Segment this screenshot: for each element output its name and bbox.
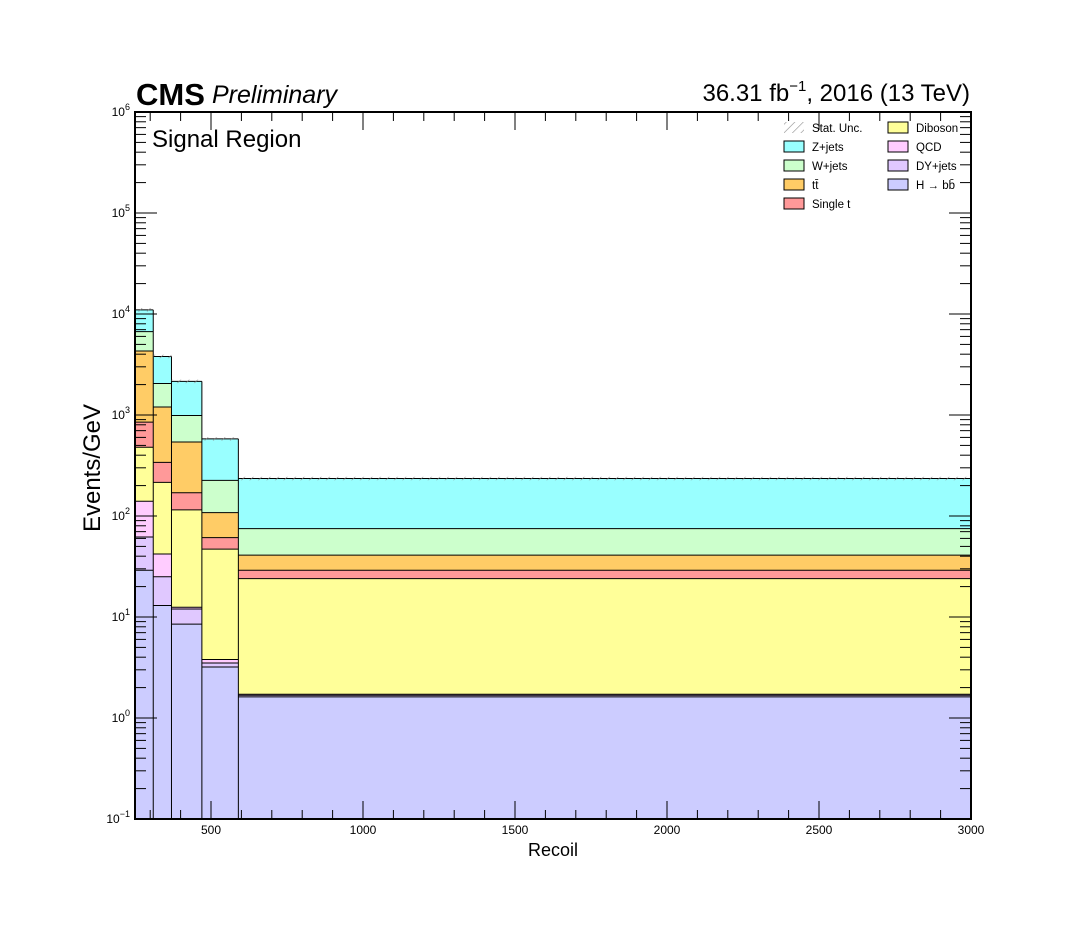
legend: Stat. Unc. Z+jets W+jets tt̄ Single t Diboson… [783, 121, 958, 211]
unc-band-3 [201, 437, 239, 441]
legend-swatch-7 [887, 159, 909, 172]
lumi-suffix: , 2016 (13 TeV) [806, 80, 970, 107]
y-tick-label-2: 101 [112, 607, 130, 624]
y-tick-exp-2: 1 [125, 607, 130, 617]
x-tick-label-5: 3000 [958, 823, 985, 837]
y-tick-exp-0: −1 [120, 809, 130, 819]
stat-uncertainty-band [135, 308, 972, 481]
legend-label-0: Stat. Unc. [812, 123, 863, 135]
y-axis-label: Events/GeV [79, 404, 106, 532]
unc-band-0 [135, 308, 154, 312]
x-tick-label-3: 2000 [654, 823, 681, 837]
legend-swatch-3 [783, 178, 805, 191]
y-tick-label-6: 105 [112, 203, 130, 220]
y-tick-base-0: 10 [106, 812, 120, 826]
preliminary-label: Preliminary [212, 81, 339, 109]
y-tick-base-6: 10 [112, 206, 126, 220]
luminosity-label: 36.31 fb−1, 2016 (13 TeV) [702, 78, 970, 107]
bar-0-3 [201, 666, 239, 819]
bar-0-2 [171, 624, 202, 819]
x-tick-label-0: 500 [201, 823, 221, 837]
legend-label-5: Diboson [916, 123, 958, 135]
legend-swatch-6 [887, 140, 909, 153]
y-tick-label-1: 100 [112, 708, 130, 725]
legend-label-4: Single t [812, 199, 851, 211]
y-tick-label-4: 103 [112, 405, 130, 422]
y-tick-exp-1: 0 [125, 708, 130, 718]
y-tick-exp-4: 3 [125, 405, 130, 415]
legend-swatch-2 [783, 159, 805, 172]
legend-swatch-1 [783, 140, 805, 153]
y-tick-base-2: 10 [112, 610, 126, 624]
y-tick-base-4: 10 [112, 408, 126, 422]
x-tick-label-2: 1500 [502, 823, 529, 837]
y-tick-label-5: 104 [112, 304, 130, 321]
stacked-bars [135, 309, 972, 819]
legend-swatch-8 [887, 178, 909, 191]
legend-label-7: DY+jets [916, 161, 957, 173]
legend-swatch-4 [783, 197, 805, 210]
legend-label-8: H → bb̄ [916, 179, 955, 192]
x-axis-label: Recoil [528, 840, 578, 860]
y-tick-label-7: 106 [112, 102, 130, 119]
y-tick-base-5: 10 [112, 307, 126, 321]
legend-label-1: Z+jets [812, 142, 844, 154]
cms-brand: CMS [136, 77, 205, 112]
unc-band-1 [153, 354, 172, 359]
plot-frame [134, 111, 972, 820]
axis-ticks: 500 1000 1500 2000 2500 300010−11001011021031… [106, 102, 984, 837]
x-tick-label-1: 1000 [350, 823, 377, 837]
y-tick-base-3: 10 [112, 509, 126, 523]
y-tick-exp-5: 4 [125, 304, 130, 314]
legend-swatch-0 [784, 122, 804, 133]
lumi-value: 36.31 fb [702, 80, 789, 107]
unc-band-2 [171, 379, 202, 384]
legend-label-2: W+jets [812, 161, 848, 173]
x-tick-label-4: 2500 [806, 823, 833, 837]
bar-0-1 [153, 605, 172, 819]
region-annotation: Signal Region [152, 126, 301, 153]
y-tick-exp-6: 5 [125, 203, 130, 213]
unc-band-4 [238, 476, 972, 481]
legend-label-3: tt̄ [812, 180, 819, 192]
bar-0-0 [135, 570, 154, 819]
legend-swatch-5 [887, 121, 909, 134]
y-tick-base-1: 10 [112, 711, 126, 725]
y-tick-exp-3: 2 [125, 506, 130, 516]
y-tick-exp-7: 6 [125, 102, 130, 112]
legend-label-6: QCD [916, 142, 942, 154]
y-tick-label-0: 10−1 [106, 809, 130, 826]
lumi-exponent: −1 [789, 78, 806, 95]
bar-0-4 [238, 696, 972, 819]
y-tick-base-7: 10 [112, 105, 126, 119]
y-tick-label-3: 102 [112, 506, 130, 523]
